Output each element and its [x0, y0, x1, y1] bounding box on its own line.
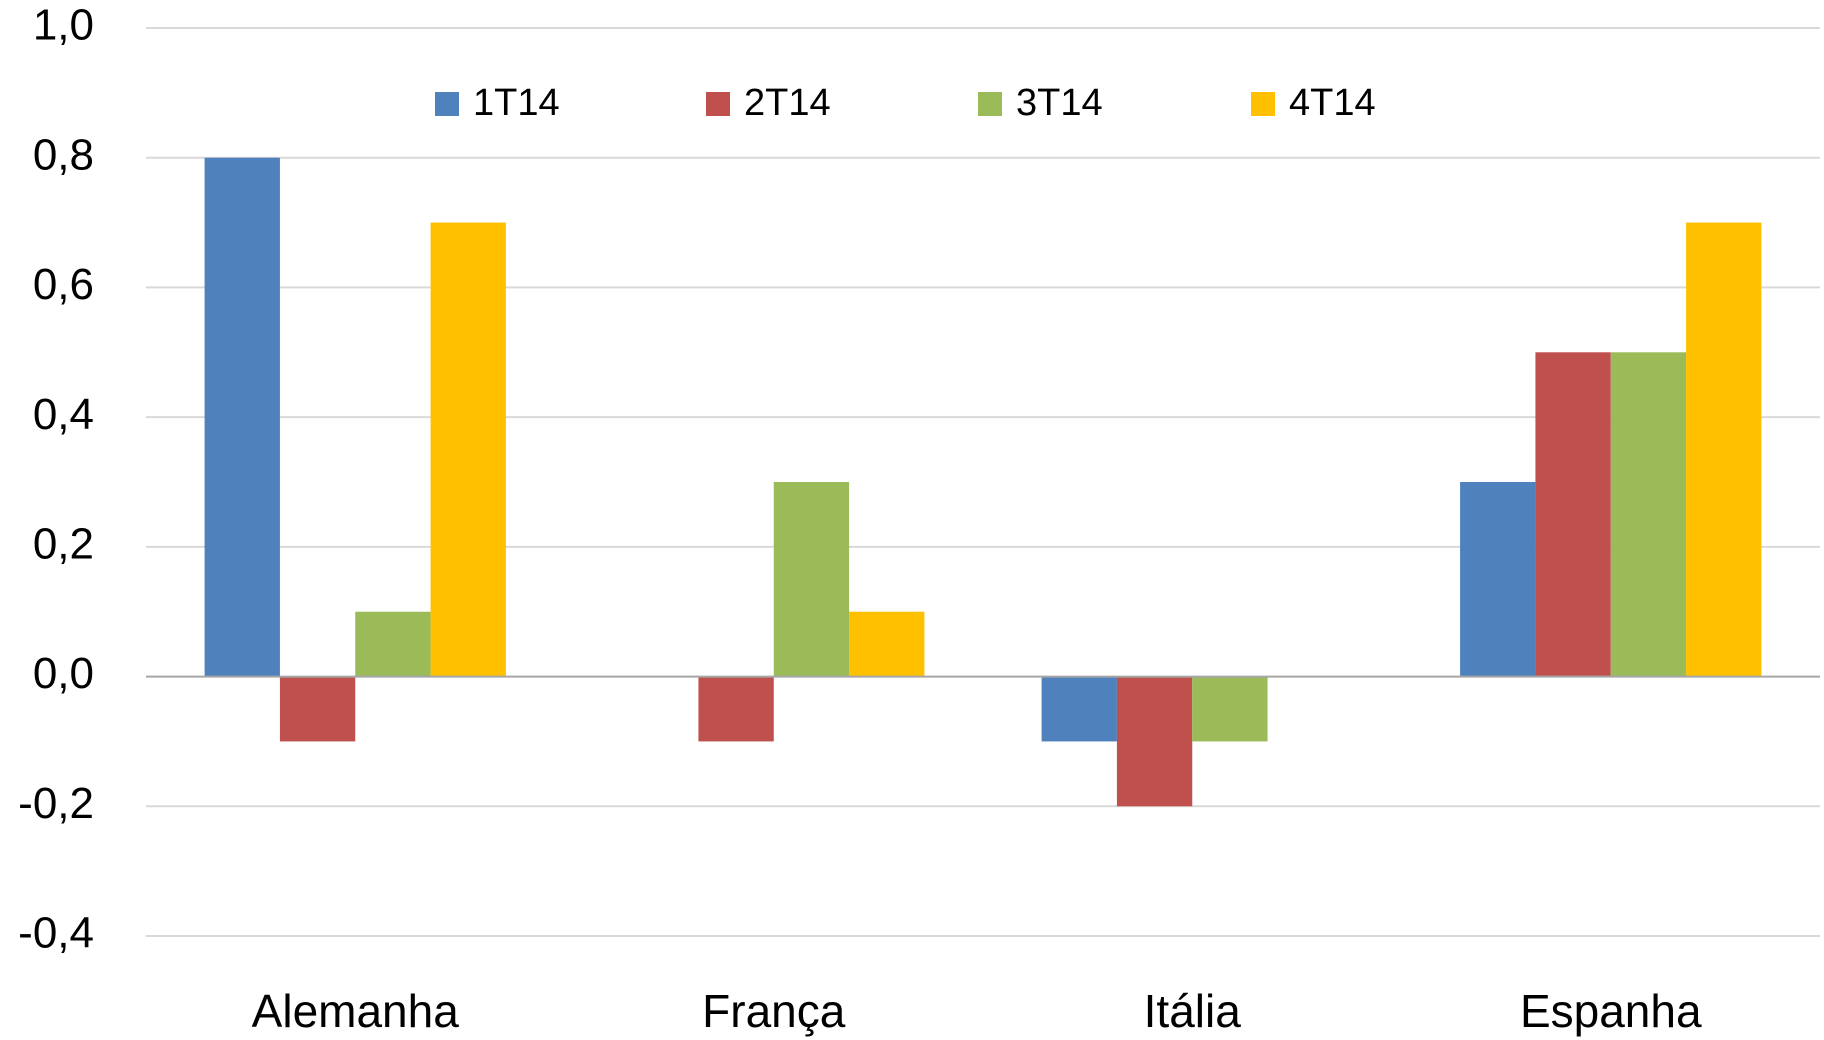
y-tick-label: 1,0: [33, 1, 94, 50]
x-tick-label: França: [702, 985, 846, 1037]
y-tick-label: 0,6: [33, 260, 94, 309]
legend-swatch: [1251, 92, 1275, 116]
bar: [1460, 482, 1536, 677]
bar: [1041, 676, 1117, 742]
bar: [1610, 352, 1687, 677]
bar: [1535, 352, 1611, 677]
bar: [204, 157, 280, 677]
bar: [430, 222, 506, 677]
legend-swatch: [435, 92, 459, 116]
bar: [279, 676, 356, 742]
y-tick-label: 0,0: [33, 649, 94, 698]
bar: [355, 611, 431, 677]
y-tick-label: -0,4: [18, 909, 94, 958]
legend-label: 4T14: [1289, 82, 1376, 124]
legend-label: 2T14: [744, 82, 831, 124]
bar: [698, 676, 774, 742]
y-tick-label: 0,8: [33, 130, 94, 179]
legend-swatch: [978, 92, 1002, 116]
bar: [1686, 222, 1762, 677]
legend-label: 3T14: [1016, 82, 1103, 124]
x-tick-label: Espanha: [1520, 985, 1702, 1037]
x-tick-label: Alemanha: [252, 985, 460, 1037]
x-tick-label: Itália: [1144, 985, 1242, 1037]
bar: [1116, 676, 1193, 807]
y-tick-label: 0,2: [33, 519, 94, 568]
y-tick-label: 0,4: [33, 390, 94, 439]
y-tick-label: -0,2: [18, 779, 94, 828]
bar: [773, 482, 850, 677]
legend-swatch: [706, 92, 730, 116]
legend-label: 1T14: [473, 82, 560, 124]
bar: [849, 611, 925, 677]
bar: [1192, 676, 1268, 742]
